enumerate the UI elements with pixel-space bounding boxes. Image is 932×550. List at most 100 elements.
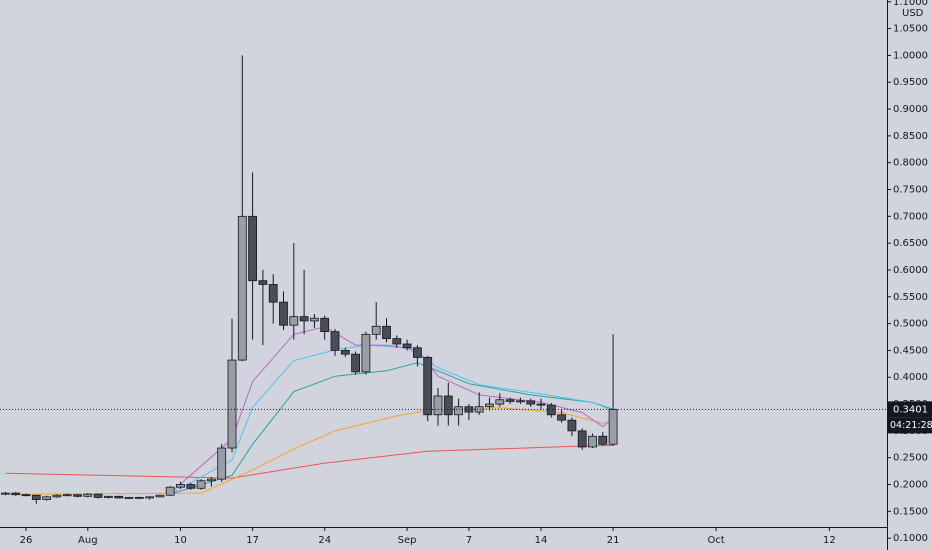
candle-body — [237, 215, 247, 361]
y-tick-label: 0.9500 — [893, 77, 928, 88]
candle-body — [155, 494, 165, 498]
x-tick-label: Sep — [398, 535, 417, 546]
candle-body — [248, 215, 258, 282]
moving-average-line — [5, 407, 614, 495]
x-tick-label: Aug — [78, 535, 98, 546]
candle-body — [567, 419, 577, 432]
y-tick-label: 1.0000 — [893, 50, 928, 61]
candle-body — [485, 403, 494, 408]
countdown-label: 04:21:28 — [890, 420, 932, 431]
candle-body — [176, 484, 185, 488]
y-tick-label: 0.4500 — [893, 345, 928, 356]
candle-body — [546, 404, 556, 416]
y-unit: USD — [902, 8, 924, 19]
y-tick-label: 0.2500 — [893, 453, 928, 464]
candle-body — [62, 494, 72, 497]
candle-body — [134, 496, 144, 499]
candle-body — [104, 495, 113, 498]
y-tick-label: 0.8500 — [893, 131, 928, 142]
candle-body — [516, 400, 525, 403]
x-tick-label: 17 — [246, 535, 259, 546]
candle-body — [495, 399, 505, 405]
y-tick-label: 0.1000 — [893, 533, 928, 544]
candle-body — [299, 316, 309, 322]
candle-body — [536, 403, 546, 406]
candle-body — [258, 280, 268, 285]
candle-body — [309, 317, 319, 322]
y-tick-label: 0.5500 — [893, 292, 928, 303]
y-tick-label: 0.7500 — [893, 185, 928, 196]
y-tick-label: 0.6000 — [893, 265, 928, 276]
y-tick-label: 0.1500 — [893, 506, 928, 517]
candle-body — [206, 478, 216, 482]
last-price-box — [888, 401, 932, 418]
candle-body — [423, 356, 433, 416]
candle-body — [474, 406, 484, 413]
candle-body — [412, 347, 422, 358]
y-tick-label: 0.4000 — [893, 372, 928, 383]
candle-body — [165, 486, 175, 496]
candle-body — [402, 343, 412, 349]
y-tick-label: 0.9000 — [893, 104, 928, 115]
moving-average-line — [170, 362, 614, 495]
candle-body — [279, 301, 288, 326]
candle-body — [83, 493, 93, 497]
candle-body — [186, 484, 196, 489]
moving-average-line — [169, 326, 614, 494]
x-tick-label: 10 — [174, 535, 187, 546]
y-tick-label: 0.2000 — [893, 480, 928, 491]
candle-body — [0, 492, 10, 495]
candle-body — [351, 353, 361, 373]
candle-body — [454, 406, 464, 416]
candle-body — [73, 494, 82, 497]
last-price-label: 0.3401 — [893, 404, 928, 415]
candle-body — [608, 408, 618, 445]
candle-body — [196, 480, 206, 489]
countdown-box — [888, 417, 932, 434]
moving-average-line — [169, 344, 614, 495]
candle-body — [227, 359, 237, 449]
candle-body — [268, 284, 278, 303]
x-tick-label: 26 — [20, 535, 33, 546]
candle-body — [124, 496, 134, 499]
candle-body — [93, 493, 103, 498]
candle-body — [382, 325, 391, 340]
x-tick-label: 12 — [823, 535, 836, 546]
moving-average-line — [5, 444, 614, 479]
y-tick-label: 1.1000 — [893, 0, 928, 8]
candle-body — [433, 395, 443, 416]
x-tick-label: Oct — [707, 535, 724, 546]
candle-body — [443, 395, 453, 416]
candle-body — [21, 494, 31, 497]
x-tick-label: 21 — [607, 535, 620, 546]
candle-body — [361, 333, 371, 373]
y-tick-label: 0.6500 — [893, 238, 928, 249]
candle-body — [330, 331, 340, 351]
candle-body — [340, 350, 350, 355]
candle-body — [42, 496, 51, 500]
candle-body — [320, 317, 330, 333]
y-tick-label: 0.5000 — [893, 319, 928, 330]
x-tick-label: 24 — [318, 535, 331, 546]
candle-body — [11, 492, 21, 496]
y-tick-label: 1.0500 — [893, 24, 928, 35]
candle-body — [114, 495, 124, 499]
candle-body — [145, 496, 155, 499]
x-tick-label: 14 — [535, 535, 548, 546]
candle-body — [577, 430, 587, 448]
candle-body — [526, 400, 536, 405]
candle-body — [598, 435, 608, 445]
y-tick-label: 0.8000 — [893, 158, 928, 169]
candle-body — [289, 316, 299, 326]
candle-body — [31, 494, 41, 500]
candle-body — [505, 399, 515, 402]
candle-body — [392, 338, 402, 345]
plot-area — [0, 55, 618, 504]
candle-body — [371, 325, 381, 335]
candle-body — [557, 414, 566, 421]
y-tick-label: 0.7000 — [893, 211, 928, 222]
candle-body — [588, 435, 597, 448]
candle-body — [217, 447, 227, 480]
x-tick-label: 7 — [466, 535, 472, 546]
